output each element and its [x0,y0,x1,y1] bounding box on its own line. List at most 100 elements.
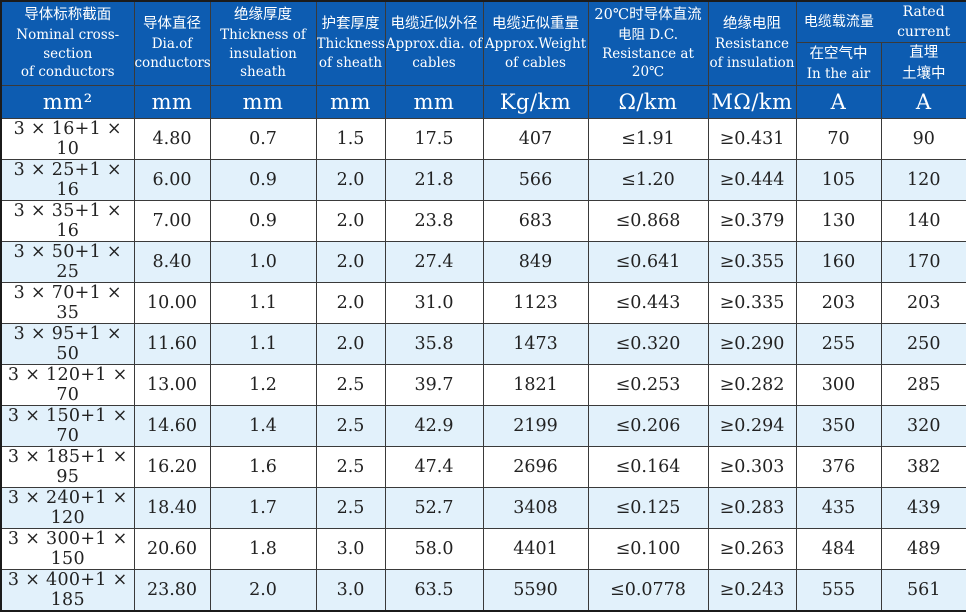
cell-value: 31.0 [385,283,483,324]
cell-cross-section: 3 × 185+1 × 95 [1,447,134,488]
header-dc-resistance: 20℃时导体直流 电阻 D.C. Resistance at 20℃ [588,1,708,86]
header-label-en: Resistance at 20℃ [589,45,708,83]
cell-cross-section: 3 × 240+1 × 120 [1,488,134,529]
header-label-zh: 20℃时导体直流 [589,5,708,26]
cell-value: ≥0.335 [708,283,796,324]
header-label-zh: 绝缘厚度 [211,5,316,26]
header-approx-weight: 电缆近似重量 Approx.Weight of cables [483,1,588,86]
cell-value: ≤0.206 [588,406,708,447]
cell-value: ≥0.379 [708,201,796,242]
cell-value: 4401 [483,529,588,570]
cell-value: 2.0 [210,570,316,612]
cell-value: ≥0.283 [708,488,796,529]
cell-value: 435 [796,488,881,529]
cell-value: 5590 [483,570,588,612]
unit-cell: Ω/km [588,86,708,119]
cell-value: ≥0.444 [708,160,796,201]
header-approx-diameter: 电缆近似外径 Approx.dia. of cables [385,1,483,86]
header-rated-current-group: 电缆载流量 Rated current [796,1,966,43]
unit-cell: mm [210,86,316,119]
cell-value: ≥0.243 [708,570,796,612]
header-label-zh: 土壤中 [882,64,966,85]
header-label-en: Approx.dia. of [386,35,483,54]
cell-value: 35.8 [385,324,483,365]
unit-cell: mm² [1,86,134,119]
header-label-en: of cables [484,54,588,73]
cell-value: 2.5 [316,447,385,488]
header-label-en: of insulation [709,54,796,73]
header-sheath-thickness: 护套厚度 Thickness of sheath [316,1,385,86]
cell-value: 683 [483,201,588,242]
cell-cross-section: 3 × 50+1 × 25 [1,242,134,283]
header-label-zh: 电缆近似外径 [386,14,483,35]
header-row-units: mm² mm mm mm mm Kg/km Ω/km MΩ/km A A [1,86,966,119]
header-label-en: cables [386,54,483,73]
unit-cell: Kg/km [483,86,588,119]
cell-value: 7.00 [134,201,210,242]
cell-value: 23.80 [134,570,210,612]
cell-value: 63.5 [385,570,483,612]
cell-value: ≤0.443 [588,283,708,324]
cell-value: ≤0.868 [588,201,708,242]
cell-value: 2.5 [316,406,385,447]
cell-value: 105 [796,160,881,201]
cell-value: 350 [796,406,881,447]
header-label-zh: 电缆近似重量 [484,14,588,35]
header-in-the-air: 在空气中 In the air [796,43,881,86]
cell-value: 6.00 [134,160,210,201]
cell-value: 18.40 [134,488,210,529]
cell-value: 11.60 [134,324,210,365]
cell-value: 250 [881,324,966,365]
cell-value: 1123 [483,283,588,324]
cell-value: 376 [796,447,881,488]
cell-value: 3.0 [316,570,385,612]
cell-value: 16.20 [134,447,210,488]
header-label-en: Dia.of [135,35,210,54]
cell-value: 13.00 [134,365,210,406]
header-label-zh: 绝缘电阻 [709,14,796,35]
cell-value: 1.0 [210,242,316,283]
cell-value: 3.0 [316,529,385,570]
cell-value: ≥0.303 [708,447,796,488]
cell-value: 382 [881,447,966,488]
cell-value: 21.8 [385,160,483,201]
cell-value: 58.0 [385,529,483,570]
cell-value: 1473 [483,324,588,365]
cell-value: 2.0 [316,201,385,242]
cell-value: ≤0.0778 [588,570,708,612]
unit-cell: mm [385,86,483,119]
cell-value: 1.8 [210,529,316,570]
header-nominal-cross-section: 导体标称截面 Nominal cross-section of conducto… [1,1,134,86]
cell-value: 2199 [483,406,588,447]
cell-value: 566 [483,160,588,201]
cell-value: ≤1.20 [588,160,708,201]
cell-value: ≥0.355 [708,242,796,283]
cell-value: 10.00 [134,283,210,324]
header-label-en: Approx.Weight [484,35,588,54]
cell-value: 130 [796,201,881,242]
cell-value: 320 [881,406,966,447]
cell-cross-section: 3 × 150+1 × 70 [1,406,134,447]
cell-value: 203 [796,283,881,324]
cell-cross-section: 3 × 35+1 × 16 [1,201,134,242]
cell-value: 3408 [483,488,588,529]
cell-value: 39.7 [385,365,483,406]
unit-cell: MΩ/km [708,86,796,119]
cell-value: 489 [881,529,966,570]
header-label-zh: 在空气中 [797,44,881,65]
cell-value: 2.5 [316,365,385,406]
rated-current-en: Rated current [881,2,966,42]
cell-value: 8.40 [134,242,210,283]
cell-value: 484 [796,529,881,570]
cell-value: 160 [796,242,881,283]
cell-value: 4.80 [134,119,210,160]
cell-value: 23.8 [385,201,483,242]
